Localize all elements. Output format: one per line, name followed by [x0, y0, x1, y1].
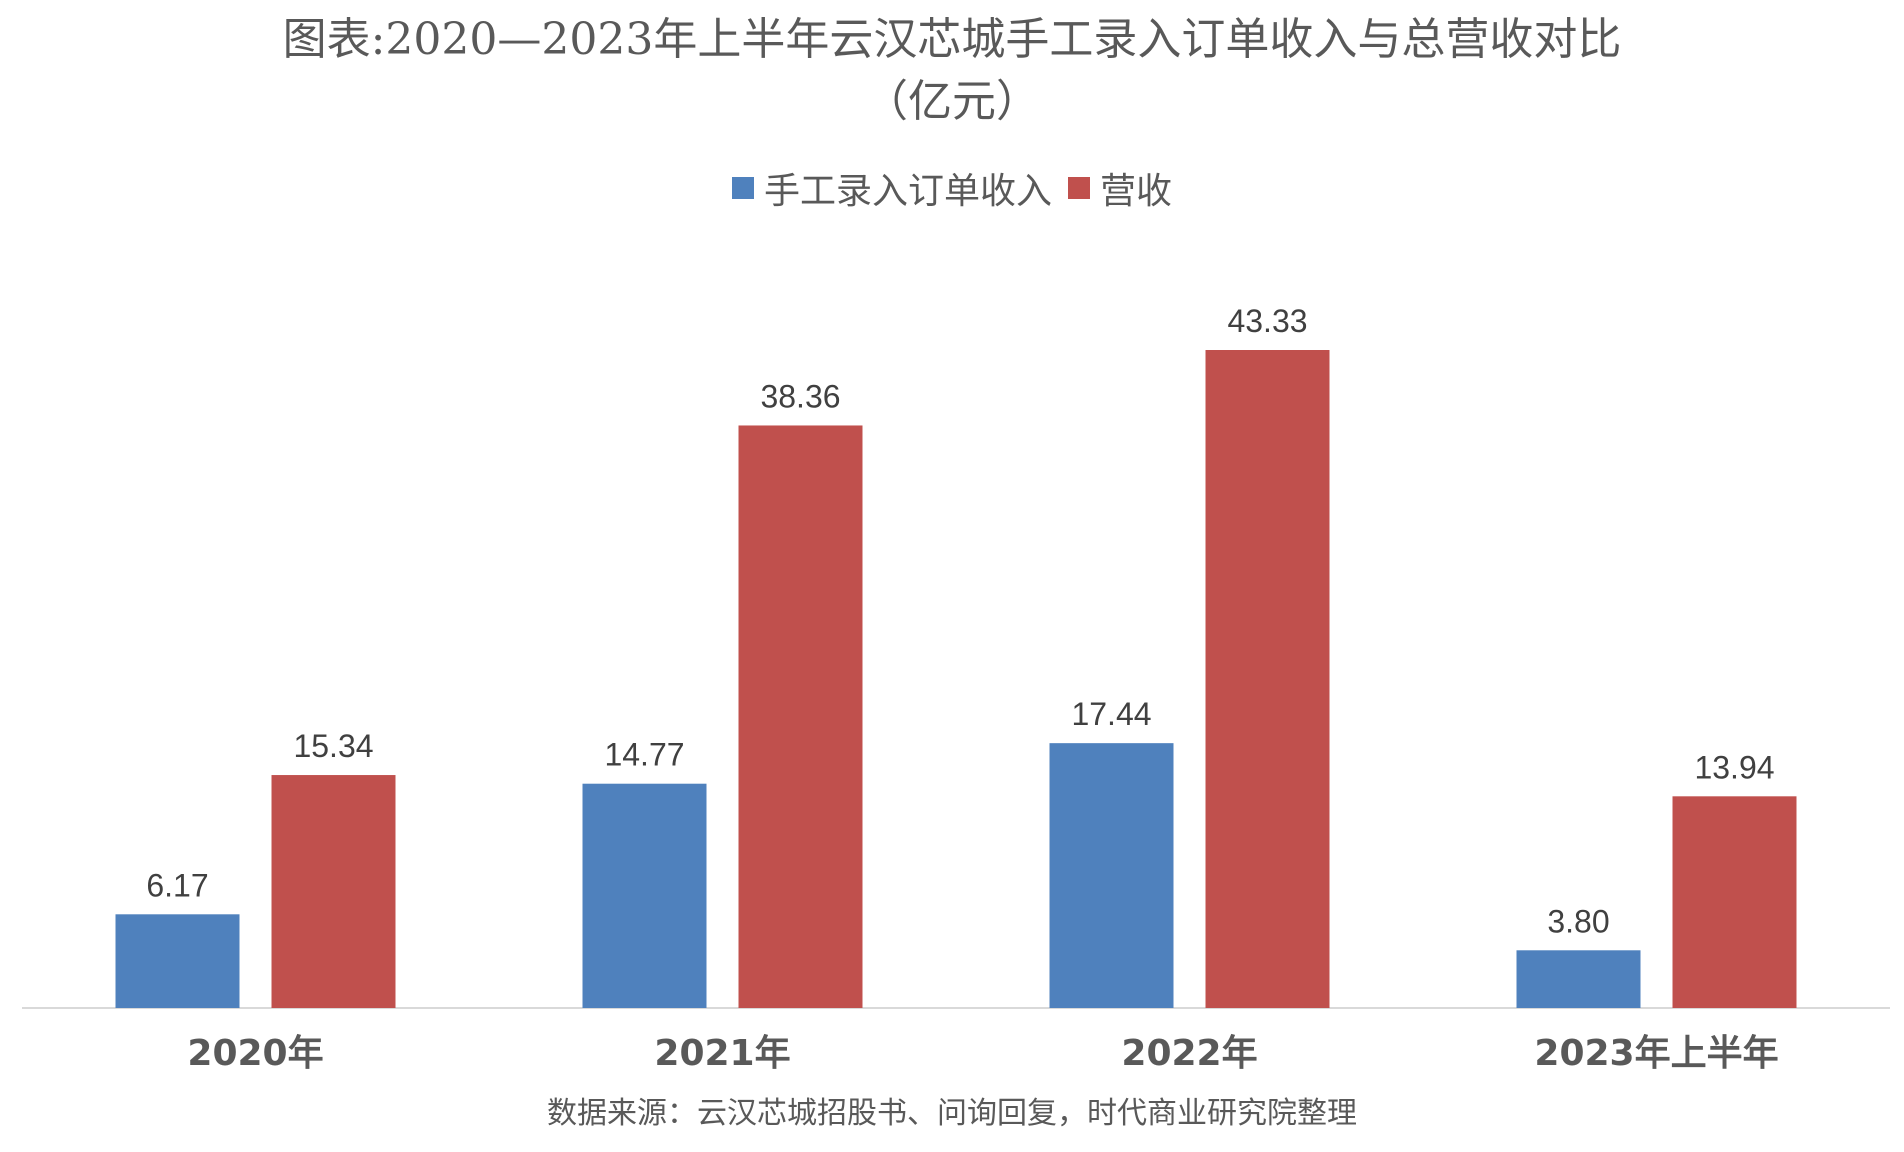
source-note: 数据来源：云汉芯城招股书、问询回复，时代商业研究院整理: [547, 1096, 1357, 1131]
bar-revenue-2022: [1205, 350, 1330, 1008]
data-label-manual-orders-2022: 17.44: [1071, 696, 1151, 732]
data-label-revenue-2022: 43.33: [1227, 303, 1307, 339]
x-tick-label-2020: 2020年: [187, 1033, 323, 1074]
bar-revenue-2020: [271, 775, 396, 1008]
bar-manual-orders-2021: [582, 783, 707, 1008]
bar-manual-orders-2023h1: [1516, 950, 1641, 1008]
x-tick-label-2021: 2021年: [654, 1033, 790, 1074]
bar-manual-orders-2020: [115, 914, 240, 1008]
data-label-revenue-2023h1: 13.94: [1694, 749, 1774, 785]
legend-item-manual-orders: 手工录入订单收入: [731, 162, 1052, 214]
bar-manual-orders-2022: [1049, 743, 1174, 1008]
legend-label-revenue: 营收: [1100, 171, 1173, 212]
legend-item-revenue: 营收: [1068, 162, 1172, 214]
legend-label-manual-orders: 手工录入订单收入: [763, 171, 1052, 212]
bar-revenue-2023h1: [1672, 796, 1797, 1008]
bar-revenue-2021: [738, 425, 863, 1008]
x-tick-label-2023h1: 2023年上半年: [1534, 1033, 1778, 1074]
data-label-manual-orders-2021: 14.77: [604, 737, 684, 773]
legend-swatch-revenue: [1068, 177, 1090, 199]
x-tick-label-2022: 2022年: [1121, 1033, 1257, 1074]
legend: 手工录入订单收入 营收: [0, 162, 1904, 214]
data-label-manual-orders-2023h1: 3.80: [1547, 903, 1609, 939]
chart-title-line2: （亿元）: [864, 76, 1040, 127]
data-label-revenue-2020: 15.34: [293, 728, 373, 764]
chart-title-line1: 图表:2020—2023年上半年云汉芯城手工录入订单收入与总营收对比: [282, 14, 1622, 65]
legend-swatch-manual-orders: [731, 177, 754, 199]
data-label-manual-orders-2020: 6.17: [146, 867, 208, 903]
data-label-revenue-2021: 38.36: [760, 378, 840, 414]
